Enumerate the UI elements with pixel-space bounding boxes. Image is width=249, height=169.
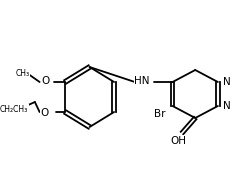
Text: O: O <box>40 108 49 118</box>
Text: Br: Br <box>154 109 165 119</box>
Text: OH: OH <box>170 136 186 146</box>
Text: CH₃: CH₃ <box>15 68 30 78</box>
Text: HN: HN <box>134 76 150 86</box>
Text: O: O <box>41 76 49 86</box>
Text: N: N <box>223 101 230 111</box>
Text: N: N <box>223 77 230 87</box>
Text: CH₂CH₃: CH₂CH₃ <box>0 104 28 114</box>
